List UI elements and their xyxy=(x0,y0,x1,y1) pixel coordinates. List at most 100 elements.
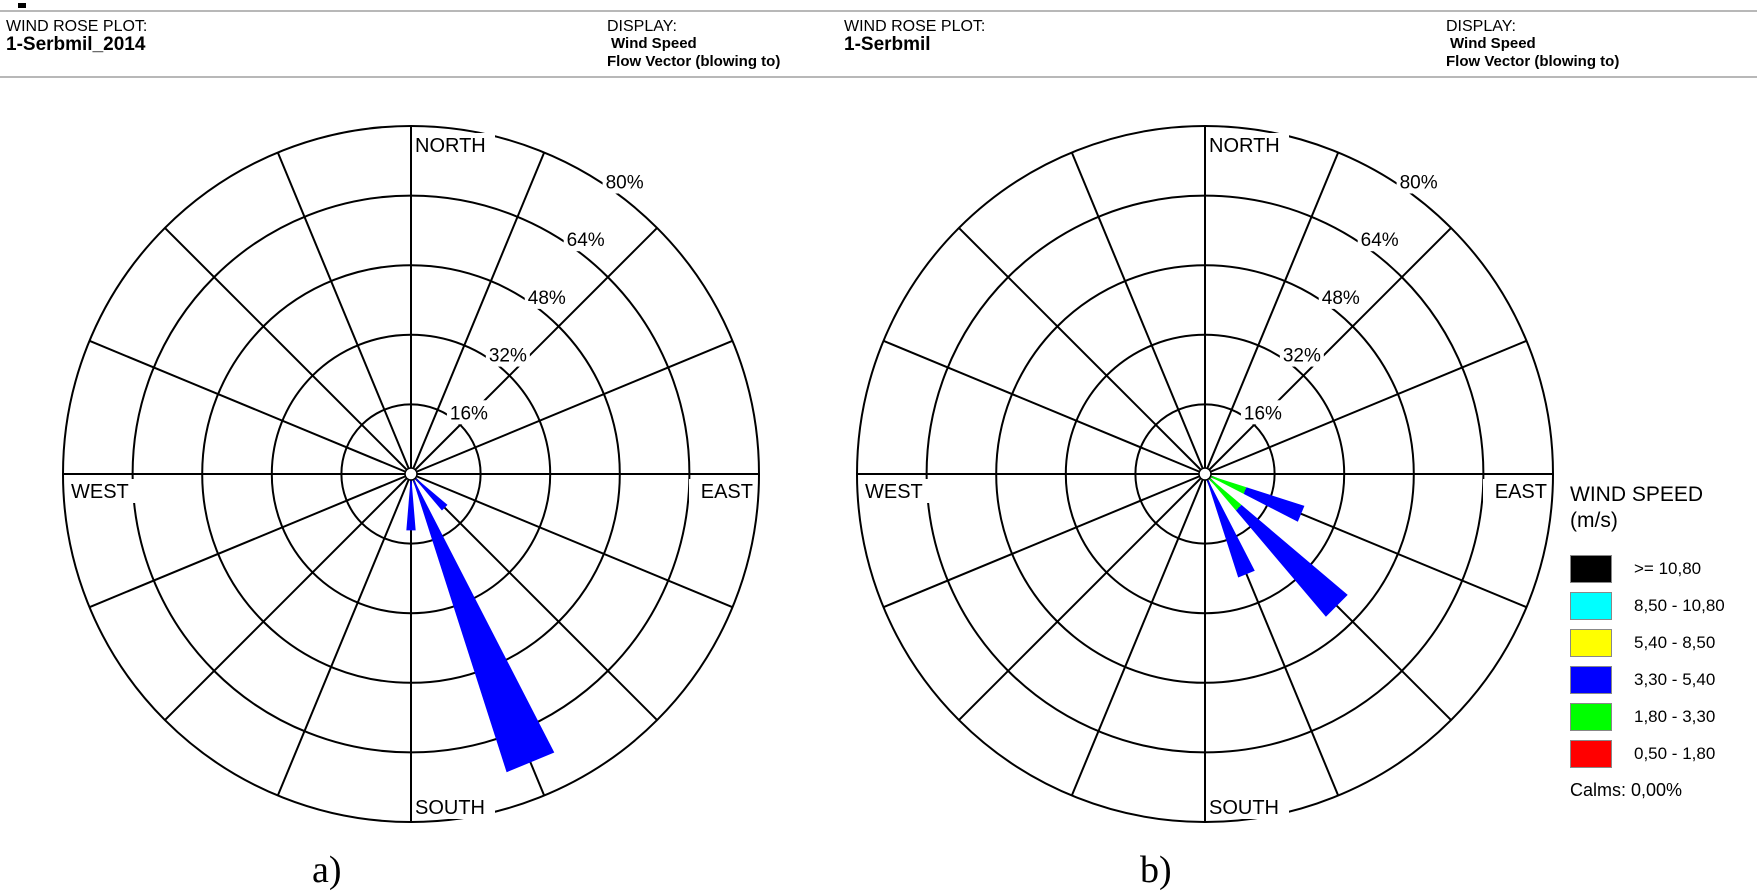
ring-label-bg xyxy=(446,400,491,425)
grid-spoke xyxy=(1204,227,1452,475)
legend-label: 3,30 - 5,40 xyxy=(1634,669,1716,689)
compass-east: EAST xyxy=(701,481,753,503)
grid-spoke xyxy=(883,473,1206,609)
legend-unit: (m/s) xyxy=(1570,509,1618,532)
ring-label: 48% xyxy=(1322,288,1360,309)
compass-east-bg xyxy=(689,479,753,503)
grid-spoke xyxy=(164,227,412,475)
panel-b-title-block: WIND ROSE PLOT: 1-Serbmil xyxy=(844,18,985,54)
panel-a-display-value: Wind Speed xyxy=(611,35,697,52)
rose-center xyxy=(1198,467,1212,481)
grid-spoke xyxy=(410,152,546,475)
ring-label: 32% xyxy=(1283,346,1321,367)
legend: WIND SPEED (m/s) >= 10,80 8,50 - 10,80 5,4… xyxy=(1570,482,1756,801)
legend-swatch xyxy=(1570,702,1612,731)
legend-item: 5,40 - 8,50 xyxy=(1570,624,1756,661)
legend-item: 8,50 - 10,80 xyxy=(1570,587,1756,624)
compass-west: WEST xyxy=(865,481,923,503)
petal-segment xyxy=(1243,487,1305,522)
compass-west-bg xyxy=(71,479,141,503)
grid-spoke xyxy=(1070,152,1206,475)
compass-north: NORTH xyxy=(1209,135,1280,157)
top-cut-text xyxy=(0,0,1757,10)
legend-swatch xyxy=(1570,739,1612,768)
grid-spoke xyxy=(958,473,1206,721)
petal-segment xyxy=(1205,474,1247,494)
legend-title: WIND SPEED xyxy=(1570,483,1704,506)
panel-a-header: WIND ROSE PLOT: 1-Serbmil_2014 DISPLAY: … xyxy=(0,10,838,78)
ring-label-bg xyxy=(1396,169,1441,194)
ring-label-bg xyxy=(524,284,569,309)
ring-label: 48% xyxy=(528,288,566,309)
panel-a-station: 1-Serbmil_2014 xyxy=(6,34,146,55)
petal-segment xyxy=(406,474,416,531)
grid-spoke xyxy=(410,339,733,475)
panel-b-header: WIND ROSE PLOT: 1-Serbmil DISPLAY: Wind … xyxy=(838,10,1757,78)
grid-spoke xyxy=(883,339,1206,475)
ring-label-bg xyxy=(563,227,608,252)
grid-spoke xyxy=(410,473,658,721)
legend-label: 8,50 - 10,80 xyxy=(1634,595,1725,615)
compass-north-bg xyxy=(415,133,495,157)
legend-item: 1,80 - 3,30 xyxy=(1570,698,1756,735)
compass-south: SOUTH xyxy=(415,797,485,819)
legend-item: >= 10,80 xyxy=(1570,550,1756,587)
legend-label: 5,40 - 8,50 xyxy=(1634,632,1716,652)
caption-b: b) xyxy=(1140,849,1172,891)
panel-a-display-block: DISPLAY: Wind Speed Flow Vector (blowing… xyxy=(607,18,780,71)
legend-item: 0,50 - 1,80 xyxy=(1570,735,1756,772)
grid-spoke xyxy=(164,473,412,721)
legend-items: >= 10,80 8,50 - 10,80 5,40 - 8,50 3,30 - 5,… xyxy=(1570,550,1756,772)
compass-east-bg xyxy=(1483,479,1547,503)
compass-west: WEST xyxy=(71,481,129,503)
rose-center xyxy=(404,467,418,481)
petal-segment xyxy=(1205,474,1255,578)
compass-north: NORTH xyxy=(415,135,486,157)
panel-b-display-value: Wind Speed xyxy=(1450,35,1536,52)
panel-b-station: 1-Serbmil xyxy=(844,34,931,55)
caption-a: a) xyxy=(312,849,342,891)
panel-b-display-mode: Flow Vector (blowing to) xyxy=(1446,53,1620,70)
legend-swatch xyxy=(1570,554,1612,583)
compass-south-bg xyxy=(415,795,495,819)
petal-segment xyxy=(1235,504,1348,617)
grid-spoke xyxy=(1204,152,1340,475)
panel-a-plot-label: WIND ROSE PLOT: xyxy=(6,18,148,35)
compass-south-bg xyxy=(1209,795,1289,819)
legend-swatch xyxy=(1570,591,1612,620)
cut-glyph xyxy=(18,3,26,8)
legend-swatch xyxy=(1570,665,1612,694)
legend-swatch xyxy=(1570,628,1612,657)
grid-spoke xyxy=(410,227,658,475)
ring-label: 64% xyxy=(1361,230,1399,251)
panel-a-display-mode: Flow Vector (blowing to) xyxy=(607,53,781,70)
compass-west-bg xyxy=(865,479,935,503)
ring-label-bg xyxy=(1357,227,1402,252)
ring-label-bg xyxy=(1318,284,1363,309)
legend-item: 3,30 - 5,40 xyxy=(1570,661,1756,698)
ring-label-bg xyxy=(1279,342,1324,367)
panel-b-display-block: DISPLAY: Wind Speed Flow Vector (blowing… xyxy=(1446,18,1619,71)
panel-a-title-block: WIND ROSE PLOT: 1-Serbmil_2014 xyxy=(6,18,147,54)
ring-label: 80% xyxy=(606,172,644,193)
grid-spoke xyxy=(410,473,733,609)
compass-south: SOUTH xyxy=(1209,797,1279,819)
grid-spoke xyxy=(89,339,412,475)
compass-east: EAST xyxy=(1495,481,1547,503)
grid-spoke xyxy=(1070,473,1206,796)
legend-label: 0,50 - 1,80 xyxy=(1634,743,1716,763)
legend-calms: Calms: 0,00% xyxy=(1570,780,1683,800)
ring-label-bg xyxy=(485,342,530,367)
legend-label: >= 10,80 xyxy=(1634,558,1702,578)
petal-segment xyxy=(1205,474,1242,511)
ring-label: 32% xyxy=(489,346,527,367)
panel-b-display-label: DISPLAY: xyxy=(1446,18,1516,35)
ring-label: 16% xyxy=(450,403,488,424)
panel-b-plot-label: WIND ROSE PLOT: xyxy=(844,18,986,35)
compass-north-bg xyxy=(1209,133,1289,157)
ring-label-bg xyxy=(1240,400,1285,425)
ring-label: 16% xyxy=(1244,403,1282,424)
grid-spoke xyxy=(958,227,1206,475)
wind-rose-a: 16% 32% 48% 64% 80% NORTH SOUTH WEST EAST xyxy=(62,125,760,823)
